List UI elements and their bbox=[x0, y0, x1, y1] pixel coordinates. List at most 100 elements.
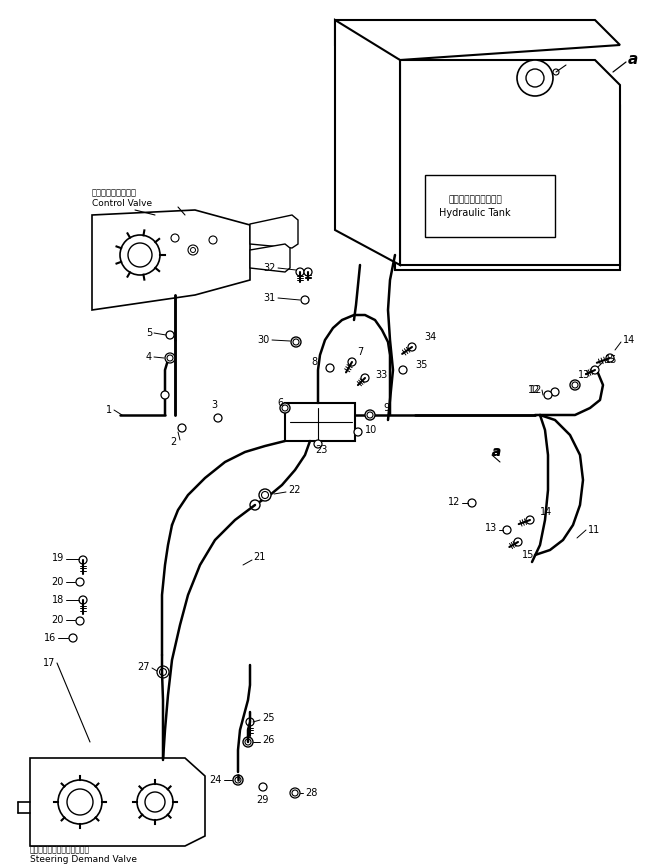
Text: 15: 15 bbox=[605, 355, 617, 365]
Circle shape bbox=[58, 780, 102, 824]
Circle shape bbox=[503, 526, 511, 534]
Text: ステアリングデマンドバルブ: ステアリングデマンドバルブ bbox=[30, 845, 90, 855]
Polygon shape bbox=[395, 65, 620, 270]
Text: 34: 34 bbox=[424, 332, 436, 342]
Circle shape bbox=[233, 775, 243, 785]
Circle shape bbox=[209, 236, 217, 244]
Circle shape bbox=[526, 516, 534, 524]
Circle shape bbox=[145, 792, 165, 812]
Circle shape bbox=[304, 268, 312, 276]
Text: a: a bbox=[628, 53, 638, 68]
Circle shape bbox=[570, 380, 580, 390]
Circle shape bbox=[76, 617, 84, 625]
Circle shape bbox=[293, 339, 299, 345]
Circle shape bbox=[526, 69, 544, 87]
Circle shape bbox=[367, 412, 373, 418]
Text: 18: 18 bbox=[52, 595, 64, 605]
Circle shape bbox=[606, 354, 614, 362]
Circle shape bbox=[245, 739, 251, 745]
Circle shape bbox=[137, 784, 173, 820]
Polygon shape bbox=[250, 244, 290, 272]
Circle shape bbox=[69, 634, 77, 642]
Polygon shape bbox=[92, 210, 250, 310]
Polygon shape bbox=[335, 20, 400, 265]
Text: 3: 3 bbox=[211, 400, 217, 410]
Circle shape bbox=[250, 500, 260, 510]
Polygon shape bbox=[400, 60, 620, 265]
Polygon shape bbox=[250, 215, 298, 248]
Circle shape bbox=[243, 737, 253, 747]
Circle shape bbox=[468, 499, 476, 507]
Text: 5: 5 bbox=[146, 328, 152, 338]
Circle shape bbox=[314, 440, 322, 448]
Circle shape bbox=[235, 777, 241, 783]
Circle shape bbox=[282, 405, 288, 411]
Circle shape bbox=[188, 245, 198, 255]
Circle shape bbox=[572, 382, 578, 388]
Circle shape bbox=[544, 391, 552, 399]
Text: 22: 22 bbox=[288, 485, 300, 495]
Circle shape bbox=[290, 788, 300, 798]
Bar bbox=[285, 403, 355, 441]
Circle shape bbox=[161, 391, 169, 399]
Bar bbox=[425, 175, 555, 237]
Text: 27: 27 bbox=[138, 662, 150, 672]
Text: 13: 13 bbox=[578, 370, 590, 380]
Text: Hydraulic Tank: Hydraulic Tank bbox=[439, 208, 511, 218]
Text: 16: 16 bbox=[44, 633, 56, 643]
Text: 9: 9 bbox=[383, 403, 389, 413]
Text: 30: 30 bbox=[258, 335, 270, 345]
Text: 4: 4 bbox=[146, 352, 152, 362]
Circle shape bbox=[326, 364, 334, 372]
Circle shape bbox=[166, 331, 174, 339]
Text: 28: 28 bbox=[305, 788, 318, 798]
Text: 12: 12 bbox=[530, 385, 542, 395]
Circle shape bbox=[361, 374, 369, 382]
Text: 35: 35 bbox=[415, 360, 428, 370]
Circle shape bbox=[551, 388, 559, 396]
Text: 15: 15 bbox=[522, 550, 534, 560]
Polygon shape bbox=[30, 758, 205, 846]
Circle shape bbox=[280, 403, 290, 413]
Polygon shape bbox=[335, 20, 620, 60]
Text: 21: 21 bbox=[253, 552, 265, 562]
Text: 19: 19 bbox=[52, 553, 64, 563]
Text: 2: 2 bbox=[170, 437, 176, 447]
Circle shape bbox=[291, 337, 301, 347]
Circle shape bbox=[292, 790, 298, 796]
Circle shape bbox=[79, 596, 87, 604]
Circle shape bbox=[76, 578, 84, 586]
Text: 1: 1 bbox=[106, 405, 112, 415]
Text: 33: 33 bbox=[375, 370, 388, 380]
Text: a: a bbox=[492, 445, 501, 459]
Text: 26: 26 bbox=[262, 735, 274, 745]
Circle shape bbox=[261, 492, 269, 499]
Circle shape bbox=[165, 353, 175, 363]
Circle shape bbox=[591, 366, 599, 374]
Text: 31: 31 bbox=[264, 293, 276, 303]
Text: 32: 32 bbox=[263, 263, 276, 273]
Circle shape bbox=[354, 428, 362, 436]
Circle shape bbox=[348, 358, 356, 366]
Circle shape bbox=[365, 410, 375, 420]
Circle shape bbox=[408, 343, 416, 351]
Text: 29: 29 bbox=[256, 795, 269, 805]
Text: 10: 10 bbox=[365, 425, 377, 435]
Text: Control Valve: Control Valve bbox=[92, 198, 152, 208]
Text: コントロールバルブ: コントロールバルブ bbox=[92, 189, 137, 197]
Text: 25: 25 bbox=[262, 713, 274, 723]
Circle shape bbox=[259, 783, 267, 791]
Text: 12: 12 bbox=[448, 497, 460, 507]
Circle shape bbox=[399, 366, 407, 374]
Text: 24: 24 bbox=[210, 775, 222, 785]
Circle shape bbox=[171, 234, 179, 242]
Text: 14: 14 bbox=[540, 507, 553, 517]
Circle shape bbox=[246, 718, 254, 726]
Circle shape bbox=[553, 69, 559, 75]
Text: Steering Demand Valve: Steering Demand Valve bbox=[30, 856, 137, 864]
Circle shape bbox=[517, 60, 553, 96]
Text: a: a bbox=[492, 445, 500, 458]
Circle shape bbox=[67, 789, 93, 815]
Circle shape bbox=[259, 489, 271, 501]
Text: 17: 17 bbox=[43, 658, 55, 668]
